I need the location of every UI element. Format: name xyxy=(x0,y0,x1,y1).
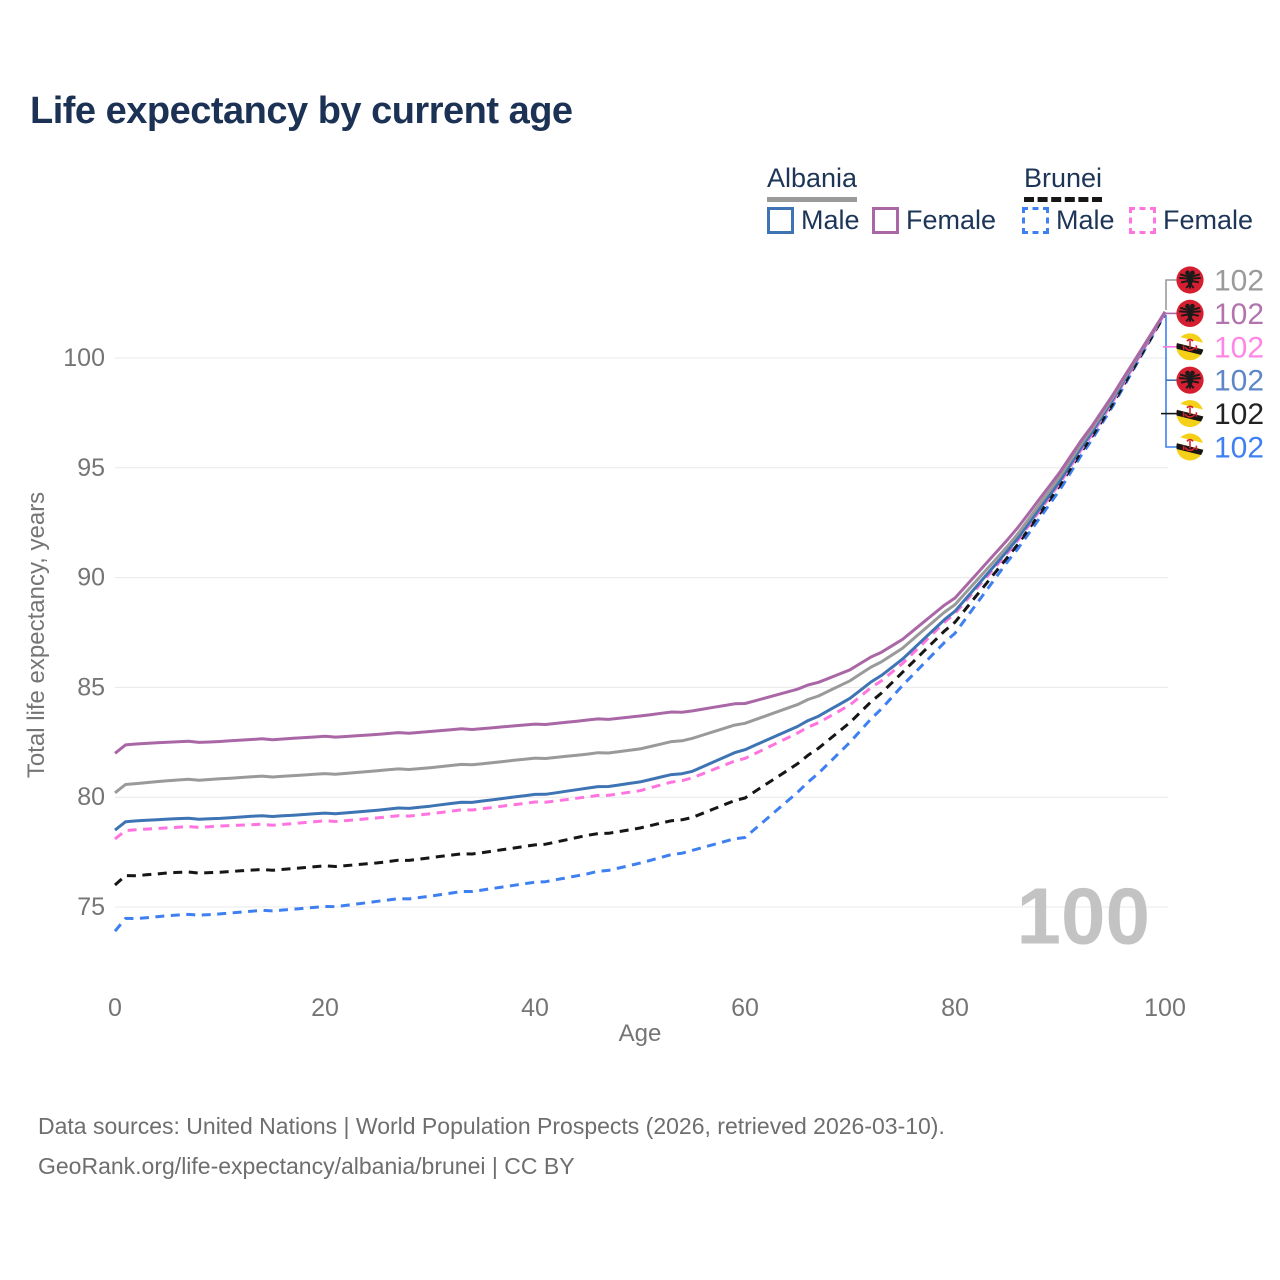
series-lines xyxy=(113,311,1167,933)
end-label-value: 102 xyxy=(1214,331,1264,364)
y-tick-label: 85 xyxy=(77,673,105,701)
age-watermark: 100 xyxy=(1017,872,1150,961)
x-tick-label: 0 xyxy=(108,994,122,1022)
source-footer: Data sources: United Nations | World Pop… xyxy=(38,1106,945,1186)
end-label-connectors xyxy=(1161,279,1177,448)
life-expectancy-chart[interactable]: 75 80 85 90 95 100 0 20 40 60 80 100 Age Total life… xyxy=(0,0,1280,1090)
series-line-brunei-female[interactable] xyxy=(114,312,1167,841)
end-label-albania-all: 102 xyxy=(1175,265,1264,298)
legend-group-brunei[interactable]: Brunei xyxy=(1024,163,1103,202)
albania-flag-icon xyxy=(1175,265,1205,295)
x-tick-label: 100 xyxy=(1144,994,1186,1022)
series-line-albania-all[interactable] xyxy=(114,311,1167,794)
end-label-albania-female: 102 xyxy=(1175,298,1264,331)
brunei-flag-icon xyxy=(1173,433,1207,460)
brunei-female-swatch-icon xyxy=(1129,207,1156,234)
end-label-value: 102 xyxy=(1214,365,1264,398)
end-label-connector xyxy=(1165,315,1177,448)
end-label-value: 102 xyxy=(1214,398,1264,431)
x-tick-label: 60 xyxy=(731,994,759,1022)
end-label-connector xyxy=(1165,279,1177,310)
source-link: GeoRank.org/life-expectancy/albania/brun… xyxy=(38,1153,575,1179)
legend-item-brunei-male[interactable]: Male xyxy=(1022,205,1115,236)
y-tick-label: 100 xyxy=(63,344,105,372)
source-line: Data sources: United Nations | World Pop… xyxy=(38,1113,945,1139)
x-tick-label: 20 xyxy=(311,994,339,1022)
series-line-brunei-male[interactable] xyxy=(113,313,1167,933)
albania-male-swatch-icon xyxy=(767,207,794,234)
legend-item-brunei-female[interactable]: Female xyxy=(1129,205,1253,236)
gridlines xyxy=(115,357,1168,908)
legend-item-label: Female xyxy=(1163,205,1254,235)
albania-flag-icon xyxy=(1175,298,1205,328)
legend-item-label: Female xyxy=(906,205,997,235)
page-title: Life expectancy by current age xyxy=(30,90,573,132)
x-axis-title: Age xyxy=(619,1020,662,1047)
y-axis-title: Total life expectancy, years xyxy=(23,492,50,778)
albania-female-swatch-icon xyxy=(872,207,899,234)
legend-item-label: Male xyxy=(801,205,860,235)
end-label-value: 102 xyxy=(1214,432,1264,465)
legend-item-albania-female[interactable]: Female xyxy=(872,205,996,236)
brunei-flag-icon xyxy=(1173,333,1207,360)
y-tick-label: 95 xyxy=(77,454,105,482)
y-tick-label: 75 xyxy=(77,893,105,921)
x-tick-label: 80 xyxy=(941,994,969,1022)
end-label-brunei-all: 102 xyxy=(1173,398,1264,431)
axis-tick-labels: 75 80 85 90 95 100 0 20 40 60 80 100 xyxy=(63,344,1186,1022)
y-tick-label: 80 xyxy=(77,783,105,811)
end-label-brunei-female: 102 xyxy=(1173,331,1264,364)
albania-flag-icon xyxy=(1175,365,1205,395)
series-line-brunei-all[interactable] xyxy=(113,313,1167,887)
end-label-albania-male: 102 xyxy=(1175,365,1264,398)
legend-item-albania-male[interactable]: Male xyxy=(767,205,860,236)
end-label-value: 102 xyxy=(1214,298,1264,331)
series-line-albania-male[interactable] xyxy=(114,311,1167,832)
legend-group-albania[interactable]: Albania xyxy=(767,163,858,202)
legend-item-label: Male xyxy=(1056,205,1115,235)
end-label-value: 102 xyxy=(1214,265,1264,298)
end-label-brunei-male: 102 xyxy=(1173,432,1264,465)
x-tick-label: 40 xyxy=(521,994,549,1022)
series-line-albania-female[interactable] xyxy=(114,311,1167,755)
y-tick-label: 90 xyxy=(77,564,105,592)
brunei-flag-icon xyxy=(1173,400,1207,427)
brunei-male-swatch-icon xyxy=(1022,207,1049,234)
